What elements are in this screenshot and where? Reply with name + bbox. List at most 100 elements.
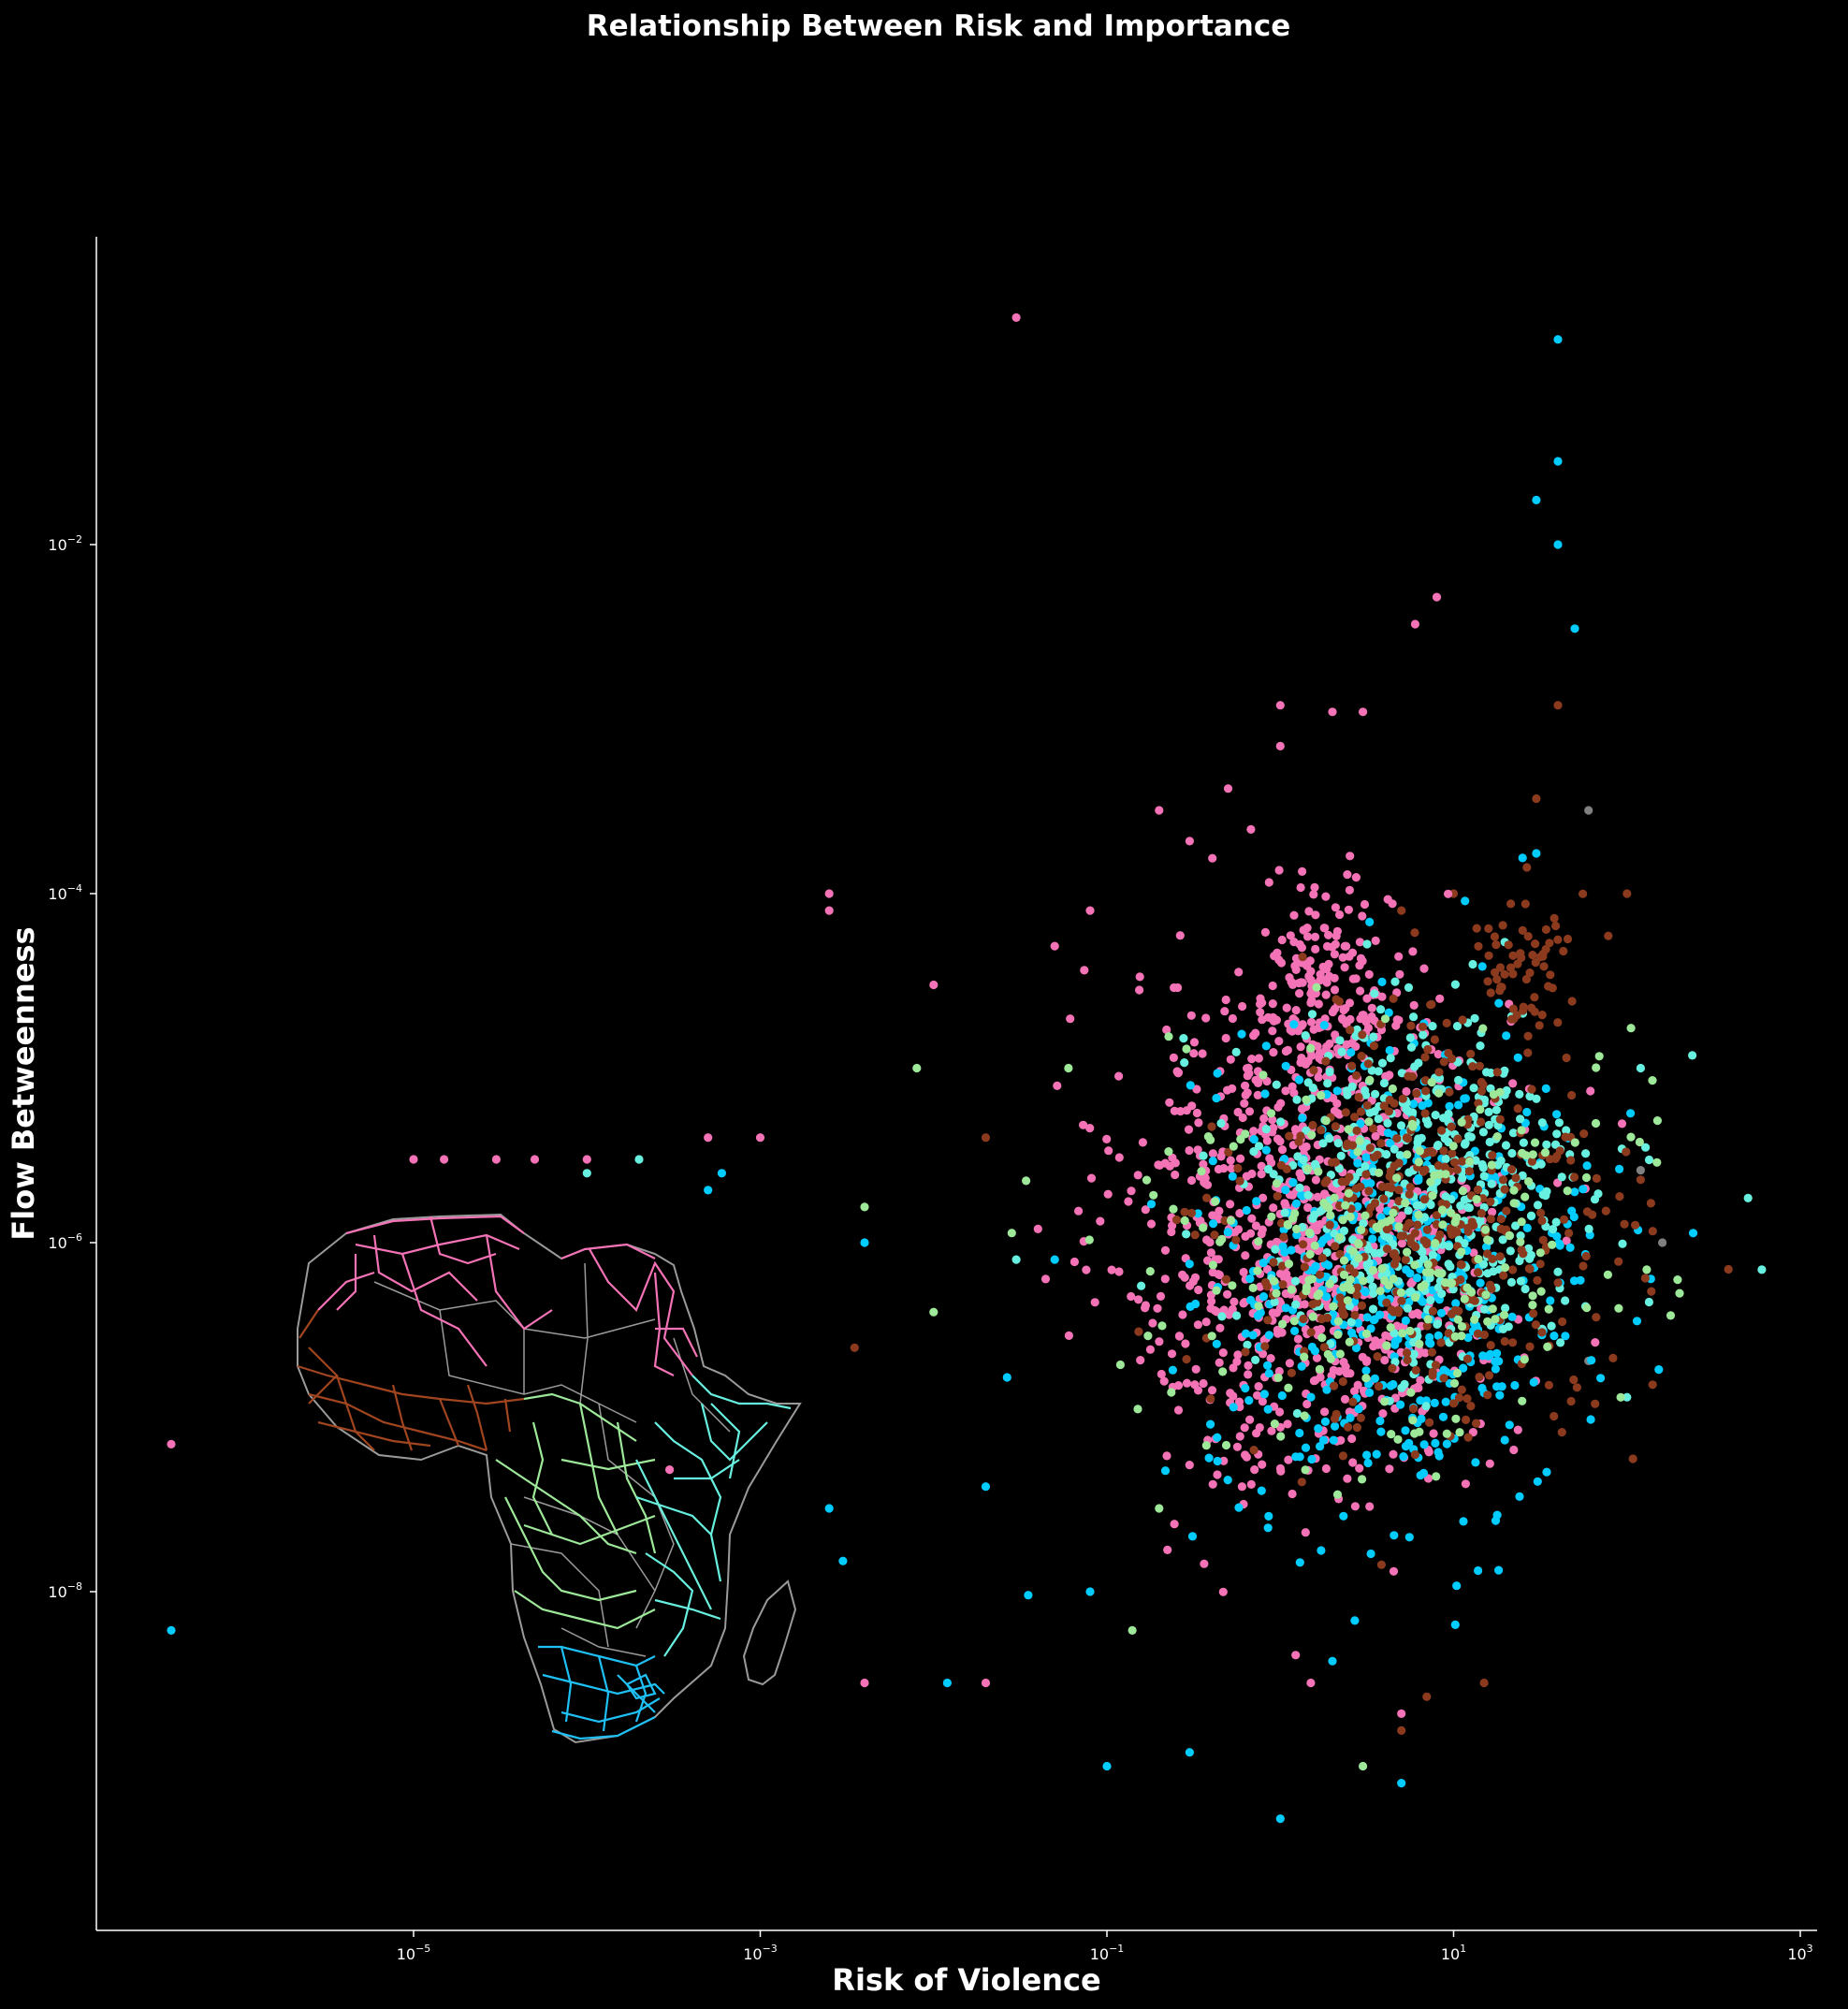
data-point [1390, 1144, 1399, 1154]
data-point [1550, 1332, 1559, 1341]
data-point [1114, 1153, 1124, 1162]
data-point [1185, 837, 1194, 846]
data-point [409, 1155, 418, 1164]
data-point [1362, 1450, 1372, 1460]
data-point [1548, 1240, 1557, 1249]
data-point [1448, 1149, 1457, 1158]
data-point [1438, 1220, 1448, 1230]
data-point [1350, 1310, 1360, 1319]
data-point [1463, 1332, 1473, 1343]
data-point [1261, 1041, 1271, 1051]
data-point [1412, 1088, 1421, 1099]
data-point [1361, 1366, 1371, 1376]
data-point [1238, 1001, 1247, 1012]
data-point [1213, 1433, 1222, 1442]
data-point [1141, 1303, 1150, 1313]
data-point [1288, 1082, 1297, 1091]
data-point [1502, 1085, 1511, 1096]
data-point [1403, 1247, 1412, 1257]
data-point [1413, 1220, 1422, 1230]
data-point [1460, 1140, 1470, 1149]
data-point [1478, 1080, 1488, 1089]
data-point [1374, 1382, 1384, 1391]
data-point [1647, 1287, 1656, 1296]
data-point [1127, 1291, 1136, 1302]
data-point [1461, 1479, 1470, 1489]
data-point [1396, 1400, 1405, 1409]
data-point [1314, 1424, 1323, 1434]
data-point [1377, 1264, 1387, 1274]
data-point [1371, 1131, 1380, 1141]
data-point [1724, 1264, 1733, 1274]
data-point [1137, 1281, 1146, 1290]
data-point [1285, 1131, 1294, 1141]
data-point [1531, 939, 1540, 949]
data-point [1368, 1282, 1377, 1291]
data-point [1288, 980, 1298, 989]
data-point [1425, 1418, 1434, 1427]
data-point [1293, 1334, 1302, 1344]
data-point [1505, 1230, 1514, 1240]
data-point [1184, 1125, 1194, 1134]
data-point [1180, 1216, 1189, 1226]
data-point [1524, 1264, 1534, 1274]
data-point [1433, 1050, 1443, 1059]
data-point [1249, 1135, 1259, 1144]
data-point [1192, 1108, 1201, 1118]
data-point [1385, 1172, 1394, 1181]
data-point [1356, 1182, 1365, 1191]
data-point [1223, 1476, 1232, 1485]
data-point [1617, 1119, 1627, 1128]
data-point [1476, 1041, 1485, 1051]
data-point [1064, 1331, 1073, 1340]
data-point [1402, 1133, 1411, 1143]
data-point [1499, 1310, 1509, 1319]
data-point [1235, 1432, 1244, 1441]
data-point [1564, 1229, 1574, 1238]
data-point [1423, 1119, 1433, 1128]
data-point [1445, 1101, 1454, 1111]
data-point [1615, 1192, 1624, 1201]
data-point [1325, 1279, 1334, 1288]
data-point [1234, 1503, 1244, 1512]
data-point [1280, 1208, 1289, 1217]
y-axis-ticks: 10−2 10−4 10−6 10−8 [48, 533, 96, 1601]
data-point [1278, 1280, 1288, 1289]
data-point [1302, 1142, 1311, 1152]
data-point [1434, 1068, 1444, 1077]
data-point [1104, 1146, 1113, 1156]
data-point [1267, 1212, 1276, 1221]
data-point [1343, 1296, 1352, 1305]
data-point [1557, 1428, 1566, 1437]
data-point [1337, 1300, 1346, 1309]
data-point [1445, 1242, 1454, 1251]
data-point [1284, 1259, 1294, 1269]
x-tick-label: 103 [1787, 1943, 1812, 1963]
data-point [1182, 1378, 1192, 1388]
data-point [1310, 1347, 1319, 1356]
data-point [1304, 907, 1314, 916]
data-point [1247, 1169, 1257, 1179]
data-point [1553, 457, 1563, 466]
data-point [1354, 1239, 1363, 1248]
data-point [1483, 1390, 1492, 1400]
data-point [1269, 1170, 1278, 1179]
data-point [1494, 998, 1504, 1008]
data-point [1085, 1124, 1095, 1133]
data-point [1354, 1405, 1363, 1414]
data-point [1401, 1223, 1410, 1232]
data-point [1330, 950, 1339, 959]
data-point [1550, 1154, 1560, 1163]
data-point [1382, 1298, 1391, 1307]
data-point [1391, 1021, 1401, 1030]
data-point [1287, 1368, 1296, 1377]
data-point [1528, 951, 1537, 960]
data-point [1538, 950, 1548, 959]
data-point [1515, 1089, 1524, 1099]
data-point [1064, 1063, 1073, 1073]
data-point [1269, 1016, 1278, 1026]
data-point [1557, 1172, 1566, 1182]
data-point [1542, 1140, 1551, 1149]
data-point [1362, 939, 1372, 949]
data-point [1260, 927, 1270, 938]
